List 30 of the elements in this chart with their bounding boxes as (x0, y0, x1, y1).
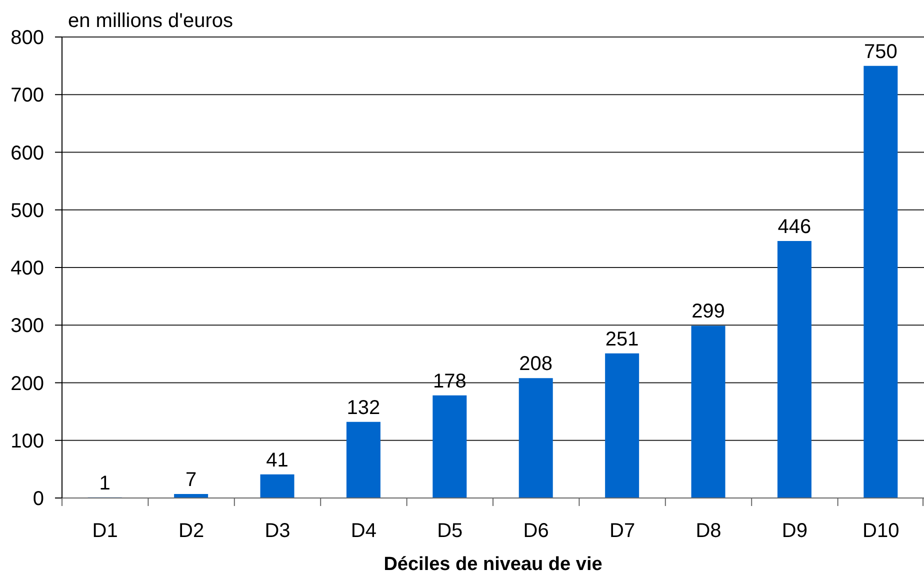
data-label: 1 (99, 472, 110, 494)
x-tick-label: D7 (610, 520, 636, 542)
x-tick-label: D10 (862, 520, 900, 542)
data-label: 7 (185, 468, 197, 491)
x-tick-label: D6 (523, 520, 549, 542)
x-tick-label: D2 (178, 520, 204, 542)
data-label: 750 (864, 40, 898, 63)
x-tick-label: D1 (92, 520, 118, 542)
y-tick-label: 200 (10, 372, 44, 395)
data-label: 132 (346, 396, 380, 419)
data-label: 446 (778, 216, 812, 238)
x-tick-label: D4 (350, 520, 376, 542)
x-axis-title: Déciles de niveau de vie (382, 553, 604, 572)
y-tick-label: 800 (10, 27, 44, 50)
x-tick-label: D5 (437, 520, 463, 542)
data-label: 299 (692, 300, 725, 323)
x-tick-label: D8 (696, 520, 722, 542)
x-tick-label: D9 (782, 520, 808, 542)
data-label: 251 (605, 328, 639, 350)
x-tick-label: D3 (264, 520, 290, 542)
y-tick-label: 100 (10, 430, 44, 452)
y-tick-label: 600 (10, 142, 44, 164)
y-tick-label: 700 (10, 84, 44, 107)
y-axis-title: en millions d'euros (68, 9, 234, 33)
y-tick-label: 500 (10, 200, 44, 222)
y-tick-label: 400 (10, 258, 44, 280)
y-tick-label: 300 (10, 315, 44, 338)
data-label: 208 (519, 353, 553, 376)
data-label: 41 (266, 449, 288, 472)
y-tick-label: 0 (32, 488, 44, 510)
